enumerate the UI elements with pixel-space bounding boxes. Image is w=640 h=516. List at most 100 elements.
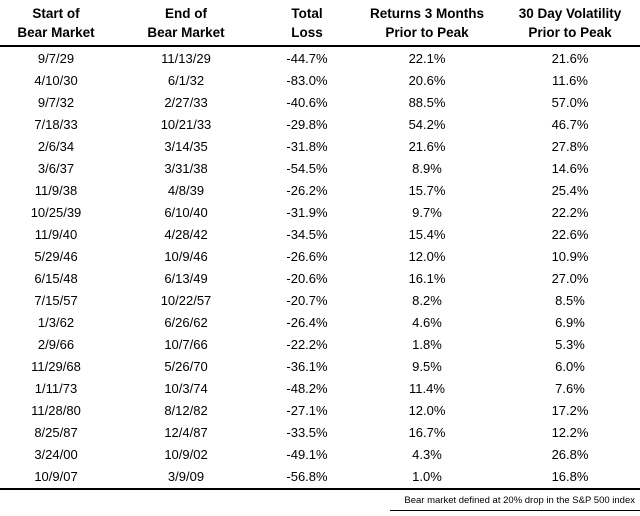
table-row: 4/10/30 6/1/32 -83.0% 20.6% 11.6%: [0, 70, 640, 92]
table-cell: -83.0%: [286, 73, 328, 88]
table-cell: 9/7/32: [37, 95, 75, 110]
table-cell: 4/8/39: [167, 183, 205, 198]
table-row: 11/29/68 5/26/70 -36.1% 9.5% 6.0%: [0, 356, 640, 378]
column-header-end-of-bear-market: End of Bear Market: [112, 4, 260, 42]
table-cell: -56.8%: [286, 469, 328, 484]
table-cell: 27.0%: [551, 271, 589, 286]
table-cell: 2/9/66: [37, 337, 75, 352]
table-row: 10/9/07 3/9/09 -56.8% 1.0% 16.8%: [0, 466, 640, 488]
table-cell: 11/9/38: [34, 183, 78, 198]
table-cell: -20.7%: [286, 293, 328, 308]
table-row: 9/7/32 2/27/33 -40.6% 88.5% 57.0%: [0, 92, 640, 114]
table-cell: 9.7%: [412, 205, 442, 220]
table-cell: 7.6%: [555, 381, 585, 396]
table-cell: 1/11/73: [34, 381, 78, 396]
table-row: 10/25/39 6/10/40 -31.9% 9.7% 22.2%: [0, 202, 640, 224]
table-row: 1/3/62 6/26/62 -26.4% 4.6% 6.9%: [0, 312, 640, 334]
table-cell: 6/15/48: [34, 271, 78, 286]
table-row: 2/6/34 3/14/35 -31.8% 21.6% 27.8%: [0, 136, 640, 158]
table-cell: 10/25/39: [30, 205, 82, 220]
column-header-start-of-bear-market: Start of Bear Market: [0, 4, 112, 42]
table-cell: -40.6%: [286, 95, 328, 110]
table-cell: 3/6/37: [37, 161, 75, 176]
table-cell: 6/10/40: [164, 205, 208, 220]
table-cell: -20.6%: [286, 271, 328, 286]
table-cell: 12.2%: [551, 425, 589, 440]
table-row: 11/28/80 8/12/82 -27.1% 12.0% 17.2%: [0, 400, 640, 422]
table-cell: 16.8%: [551, 469, 589, 484]
table-cell: 15.7%: [408, 183, 446, 198]
table-cell: 5/26/70: [164, 359, 208, 374]
table-row: 8/25/87 12/4/87 -33.5% 16.7% 12.2%: [0, 422, 640, 444]
table-cell: -31.9%: [286, 205, 328, 220]
table-cell: 11.4%: [409, 381, 445, 396]
table-cell: 7/18/33: [34, 117, 78, 132]
table-footer: Bear market defined at 20% drop in the S…: [0, 488, 640, 511]
table-row: 1/11/73 10/3/74 -48.2% 11.4% 7.6%: [0, 378, 640, 400]
table-row: 11/9/40 4/28/42 -34.5% 15.4% 22.6%: [0, 224, 640, 246]
table-cell: 25.4%: [551, 183, 589, 198]
table-cell: -31.8%: [286, 139, 328, 154]
table-body: 9/7/29 11/13/29 -44.7% 22.1% 21.6% 4/10/30 6/1…: [0, 47, 640, 488]
table-cell: 1.0%: [412, 469, 442, 484]
table-cell: -36.1%: [286, 359, 328, 374]
table-cell: 12.0%: [408, 403, 446, 418]
table-row: 11/9/38 4/8/39 -26.2% 15.7% 25.4%: [0, 180, 640, 202]
table-cell: 22.1%: [408, 51, 446, 66]
table-cell: -26.6%: [286, 249, 328, 264]
table-row: 5/29/46 10/9/46 -26.6% 12.0% 10.9%: [0, 246, 640, 268]
header-line: Bear Market: [17, 25, 95, 40]
table-cell: 5/29/46: [34, 249, 78, 264]
table-cell: 8/25/87: [34, 425, 78, 440]
table-cell: 16.7%: [408, 425, 446, 440]
header-line: 30 Day Volatility: [518, 6, 622, 21]
table-cell: 4.3%: [412, 447, 442, 462]
table-cell: 8.5%: [555, 293, 585, 308]
table-cell: 4.6%: [412, 315, 442, 330]
table-cell: 8/12/82: [164, 403, 208, 418]
table-cell: 26.8%: [551, 447, 589, 462]
table-cell: -27.1%: [286, 403, 328, 418]
table-cell: 11/13/29: [161, 51, 211, 66]
table-cell: 21.6%: [408, 139, 446, 154]
table-cell: 8.2%: [412, 293, 442, 308]
table-cell: 10.9%: [551, 249, 589, 264]
table-cell: 10/3/74: [164, 381, 208, 396]
table-row: 9/7/29 11/13/29 -44.7% 22.1% 21.6%: [0, 48, 640, 70]
table-row: 3/24/00 10/9/02 -49.1% 4.3% 26.8%: [0, 444, 640, 466]
table-cell: 2/6/34: [37, 139, 75, 154]
column-header-30-day-volatility: 30 Day Volatility Prior to Peak: [500, 4, 640, 42]
header-line: Prior to Peak: [385, 25, 469, 40]
table-cell: 4/10/30: [34, 73, 78, 88]
table-cell: -29.8%: [286, 117, 328, 132]
table-cell: 22.2%: [551, 205, 589, 220]
table-cell: 15.4%: [408, 227, 446, 242]
column-header-total-loss: Total Loss: [260, 4, 354, 42]
column-header-returns-3-months: Returns 3 Months Prior to Peak: [354, 4, 500, 42]
table-cell: 6.9%: [555, 315, 585, 330]
table-row: 2/9/66 10/7/66 -22.2% 1.8% 5.3%: [0, 334, 640, 356]
header-line: Loss: [291, 25, 323, 40]
table-row: 3/6/37 3/31/38 -54.5% 8.9% 14.6%: [0, 158, 640, 180]
table-cell: 6.0%: [555, 359, 585, 374]
table-cell: 9.5%: [412, 359, 442, 374]
header-line: Start of: [32, 6, 80, 21]
table-cell: -34.5%: [286, 227, 328, 242]
table-header-row: Start of Bear Market End of Bear Market …: [0, 4, 640, 47]
table-cell: 8.9%: [412, 161, 442, 176]
header-line: Prior to Peak: [528, 25, 612, 40]
table-cell: -48.2%: [286, 381, 328, 396]
table-cell: 22.6%: [551, 227, 589, 242]
header-line: End of: [165, 6, 207, 21]
table-cell: 10/21/33: [160, 117, 212, 132]
table-cell: 14.6%: [551, 161, 589, 176]
table-cell: 5.3%: [555, 337, 585, 352]
table-cell: 3/14/35: [164, 139, 208, 154]
table-cell: -54.5%: [286, 161, 328, 176]
table-cell: 16.1%: [408, 271, 446, 286]
table-cell: 21.6%: [551, 51, 589, 66]
table-cell: 10/9/46: [164, 249, 208, 264]
table-cell: 6/1/32: [167, 73, 205, 88]
table-cell: 20.6%: [408, 73, 446, 88]
